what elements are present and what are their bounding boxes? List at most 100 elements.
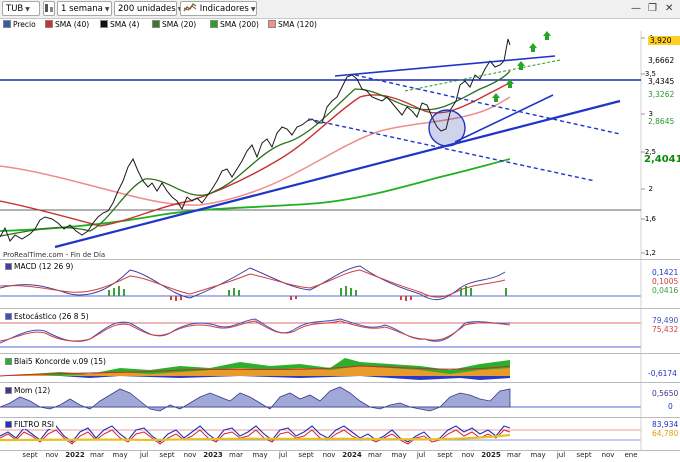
rsi-panel[interactable] xyxy=(0,418,680,450)
price-chart[interactable] xyxy=(0,31,680,259)
support-trendline[interactable] xyxy=(54,99,621,249)
momentum-title[interactable]: Mom (12) xyxy=(3,386,53,395)
sma200-line xyxy=(0,158,511,232)
indicator-swatch xyxy=(5,421,12,428)
x-tick-label: sept xyxy=(298,451,314,459)
units-select[interactable]: 200 unidades▼ xyxy=(114,1,182,16)
x-axis-line xyxy=(0,450,680,451)
rsi-blue-line xyxy=(0,425,511,443)
x-tick-label: may xyxy=(391,451,407,459)
legend-swatch xyxy=(210,20,218,28)
macd-value: 0,1421 xyxy=(652,268,679,277)
macd-title[interactable]: MACD (12 26 9) xyxy=(3,262,76,271)
y-tick-label: 1,6 xyxy=(644,215,656,223)
x-tick-year: 2022 xyxy=(65,451,85,459)
y-tick-label: 3 xyxy=(648,110,653,118)
y-tick-label: 2 xyxy=(648,185,653,193)
restore-icon[interactable]: ❐ xyxy=(648,3,657,14)
green-arrows xyxy=(492,31,551,102)
price-tag: 2,4041 xyxy=(644,154,680,165)
x-tick-label: may xyxy=(252,451,268,459)
legend-swatch xyxy=(100,20,108,28)
koncorde-panel[interactable] xyxy=(0,354,680,382)
koncorde-line xyxy=(0,365,511,377)
stochastic-panel[interactable] xyxy=(0,309,680,353)
x-tick-label: mar xyxy=(368,451,382,459)
x-tick-label: nov xyxy=(322,451,336,459)
indicators-icon xyxy=(183,3,197,12)
macd-value: 0,0416 xyxy=(652,286,679,295)
highlight-circle[interactable] xyxy=(428,109,466,147)
rsi-title-text: FILTRO RSI xyxy=(14,420,54,429)
panel-separator xyxy=(0,259,680,260)
x-tick-label: nov xyxy=(601,451,615,459)
ticker-select[interactable]: TUB ▼ xyxy=(2,1,40,16)
toolbar: TUB▼ 1 semana▼ 200 unidades▼ Indicadores… xyxy=(0,0,680,19)
x-tick-year: 2023 xyxy=(203,451,223,459)
upper-channel-line[interactable] xyxy=(454,94,554,143)
price-legend: Precio SMA (40) SMA (4) SMA (20) SMA (20… xyxy=(0,19,680,31)
macd-line xyxy=(0,265,506,301)
compare-icon xyxy=(45,4,53,12)
stoch-value: 75,432 xyxy=(652,325,679,334)
compare-button[interactable] xyxy=(43,1,55,16)
signal-line xyxy=(0,269,506,298)
y-tick-label: 3,5 xyxy=(644,70,656,78)
legend-item-sma4[interactable]: SMA (4) xyxy=(100,20,139,30)
legend-swatch xyxy=(268,20,276,28)
stochastic-title[interactable]: Estocástico (26 8 5) xyxy=(3,312,91,321)
macd-panel[interactable] xyxy=(0,260,680,308)
descending-channel-top[interactable] xyxy=(354,74,621,135)
y-tick-label: 1,2 xyxy=(644,249,656,257)
resistance-trendline[interactable] xyxy=(334,55,556,77)
y-axis-ticks xyxy=(641,37,645,254)
macd-value: 0,1005 xyxy=(652,277,679,286)
panel-separator xyxy=(0,417,680,418)
legend-item-sma20[interactable]: SMA (20) xyxy=(152,20,196,30)
green-dashed-line[interactable] xyxy=(404,59,561,92)
indicators-button[interactable]: Indicadores ▼ xyxy=(180,1,257,16)
rsi-title[interactable]: FILTRO RSI xyxy=(3,420,56,429)
x-tick-label: nov xyxy=(45,451,59,459)
x-tick-label: sept xyxy=(22,451,38,459)
sma40-line xyxy=(0,82,511,227)
stoch-d-line xyxy=(0,320,511,342)
koncorde-title-text: Blai5 Koncorde v.09 (15) xyxy=(14,357,106,366)
x-tick-label: sept xyxy=(437,451,453,459)
x-tick-label: mar xyxy=(507,451,521,459)
indicator-swatch xyxy=(5,263,12,270)
koncorde-blue-area xyxy=(0,376,510,380)
koncorde-value: -0,6174 xyxy=(648,369,677,378)
momentum-value: 0,5650 xyxy=(652,389,679,398)
momentum-panel[interactable] xyxy=(0,383,680,417)
koncorde-title[interactable]: Blai5 Koncorde v.09 (15) xyxy=(3,357,108,366)
momentum-area xyxy=(0,386,511,412)
price-tag: 3,3262 xyxy=(648,90,675,99)
price-tag: 3,6662 xyxy=(648,56,675,65)
stochastic-title-text: Estocástico (26 8 5) xyxy=(14,312,89,321)
minimize-icon[interactable]: — xyxy=(631,3,641,14)
macd-title-text: MACD (12 26 9) xyxy=(14,262,74,271)
price-tag: 3,4345 xyxy=(648,77,675,86)
period-value: 1 semana xyxy=(61,4,103,14)
indicator-swatch xyxy=(5,358,12,365)
x-tick-year: 2025 xyxy=(481,451,501,459)
x-tick-label: may xyxy=(530,451,546,459)
legend-item-price[interactable]: Precio xyxy=(3,20,36,30)
units-value: 200 unidades xyxy=(118,4,176,14)
legend-item-sma120[interactable]: SMA (120) xyxy=(268,20,317,30)
panel-separator xyxy=(0,382,680,383)
period-select[interactable]: 1 semana ▼ xyxy=(57,1,112,16)
sma20-line xyxy=(0,70,511,237)
legend-item-sma40[interactable]: SMA (40) xyxy=(45,20,89,30)
legend-item-sma200[interactable]: SMA (200) xyxy=(210,20,259,30)
rsi-red-line xyxy=(0,429,511,445)
x-tick-label: nov xyxy=(183,451,197,459)
indicator-swatch xyxy=(5,313,12,320)
close-icon[interactable]: ✕ xyxy=(665,3,674,14)
rsi-value: 64,780 xyxy=(652,429,679,438)
x-tick-year: 2024 xyxy=(342,451,362,459)
sma120-line xyxy=(0,96,511,206)
panel-separator xyxy=(0,353,680,354)
watermark: ProRealTime.com - Fin de Día xyxy=(3,251,106,259)
